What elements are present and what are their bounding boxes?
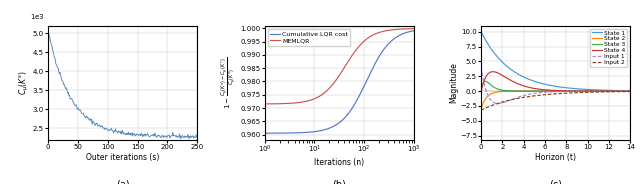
Line: Input 1: Input 1: [481, 67, 630, 104]
State 4: [516, 83, 524, 86]
State 1: [577, 88, 584, 90]
State 3: [504, 90, 511, 92]
State 4: [627, 90, 634, 92]
State 4: [477, 90, 485, 92]
Cumulative LQR cost: [383, 44, 391, 47]
Legend: State 1, State 2, State 3, State 4, Input 1, Input 2: State 1, State 2, State 3, State 4, Inpu…: [590, 29, 627, 67]
State 4: [504, 77, 511, 80]
State 1: [545, 84, 552, 86]
Cumulative LQR cost: [410, 30, 418, 32]
MEMLQR: [383, 29, 391, 32]
Input 2: [504, 100, 511, 102]
State 3: [577, 90, 585, 92]
Line: State 4: State 4: [481, 72, 630, 91]
Input 1: [627, 90, 634, 92]
X-axis label: Horizon (t): Horizon (t): [535, 153, 576, 162]
State 2: [565, 90, 573, 92]
Input 1: [504, 100, 511, 102]
State 4: [566, 90, 573, 92]
State 2: [516, 90, 524, 92]
Text: (b): (b): [332, 180, 346, 184]
Input 2: [477, 109, 485, 111]
Input 2: [589, 91, 597, 93]
Input 1: [566, 90, 573, 92]
MEMLQR: [406, 28, 414, 30]
Input 1: [577, 90, 585, 92]
Input 1: [590, 90, 598, 92]
Input 2: [577, 91, 584, 94]
Cumulative LQR cost: [332, 124, 339, 126]
State 3: [627, 90, 634, 92]
State 1: [627, 90, 634, 92]
State 2: [577, 90, 584, 92]
State 2: [545, 90, 552, 92]
Input 1: [545, 91, 553, 93]
Line: Cumulative LQR cost: Cumulative LQR cost: [264, 31, 414, 133]
Line: State 1: State 1: [481, 32, 630, 91]
Y-axis label: $C_{\mu}(K^s)$: $C_{\mu}(K^s)$: [18, 70, 31, 95]
MEMLQR: [332, 80, 339, 82]
Line: State 3: State 3: [481, 81, 630, 91]
Cumulative LQR cost: [260, 132, 268, 134]
Cumulative LQR cost: [333, 124, 340, 126]
State 3: [481, 80, 489, 82]
State 2: [589, 90, 597, 92]
Line: Input 2: Input 2: [481, 91, 630, 110]
Legend: Cumulative LQR cost, MEMLQR: Cumulative LQR cost, MEMLQR: [268, 29, 351, 46]
State 1: [504, 66, 511, 68]
Cumulative LQR cost: [349, 105, 357, 107]
State 3: [590, 90, 598, 92]
Input 2: [565, 92, 573, 94]
Cumulative LQR cost: [406, 30, 414, 33]
MEMLQR: [349, 52, 357, 55]
X-axis label: Iterations (n): Iterations (n): [314, 158, 364, 167]
State 2: [477, 108, 485, 110]
MEMLQR: [333, 79, 340, 81]
Text: (a): (a): [116, 180, 129, 184]
State 1: [589, 89, 597, 91]
Line: State 2: State 2: [481, 91, 630, 109]
Input 2: [627, 90, 634, 93]
Input 1: [494, 102, 502, 105]
MEMLQR: [342, 65, 349, 67]
Input 1: [477, 66, 485, 68]
Y-axis label: $1 - \frac{C_{\mu}(K^n)-C_{\mu}(K^*)}{C_{\mu}(K^0)}$: $1 - \frac{C_{\mu}(K^n)-C_{\mu}(K^*)}{C_…: [219, 56, 239, 109]
X-axis label: Outer iterations (s): Outer iterations (s): [86, 153, 159, 162]
State 4: [545, 89, 553, 91]
Input 2: [516, 97, 524, 99]
State 4: [489, 71, 497, 73]
Line: MEMLQR: MEMLQR: [264, 29, 414, 104]
State 1: [477, 31, 485, 33]
Input 2: [545, 93, 552, 95]
State 3: [516, 90, 524, 92]
State 1: [516, 74, 524, 76]
Text: $\mathregular{1e3}$: $\mathregular{1e3}$: [30, 12, 45, 21]
State 4: [577, 90, 585, 92]
State 3: [545, 90, 553, 92]
State 2: [627, 90, 634, 92]
MEMLQR: [260, 103, 268, 105]
State 3: [566, 90, 573, 92]
State 1: [565, 87, 573, 89]
Text: (c): (c): [549, 180, 562, 184]
State 3: [477, 90, 485, 92]
Input 1: [516, 95, 524, 98]
State 4: [590, 90, 598, 92]
State 2: [504, 90, 511, 92]
Cumulative LQR cost: [342, 116, 349, 118]
Y-axis label: Magnitude: Magnitude: [449, 62, 458, 103]
MEMLQR: [410, 28, 418, 30]
